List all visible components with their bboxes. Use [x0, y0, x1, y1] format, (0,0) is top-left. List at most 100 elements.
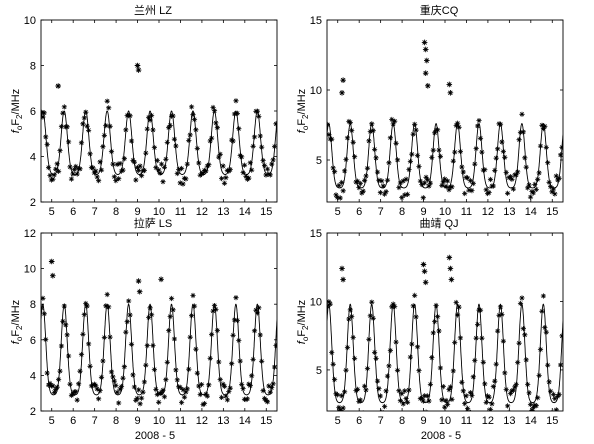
observed-point: [327, 301, 333, 307]
x-tick-label: 5: [335, 415, 341, 427]
observed-point: [509, 176, 515, 182]
observed-point: [57, 148, 63, 154]
observed-outlier: [425, 83, 431, 89]
y-tick-label: 15: [310, 228, 322, 240]
observed-point: [552, 191, 558, 197]
observed-point: [329, 349, 335, 356]
observed-point: [437, 365, 443, 371]
x-tick-label: 6: [356, 206, 362, 218]
observed-point: [136, 387, 142, 393]
observed-point: [90, 382, 96, 388]
observed-point: [357, 397, 363, 403]
observed-point: [500, 338, 506, 344]
observed-point: [440, 384, 446, 390]
observed-point: [134, 164, 140, 171]
observed-point: [558, 362, 563, 368]
observed-point: [197, 391, 203, 398]
observed-point: [456, 304, 462, 310]
x-tick-label: 6: [356, 415, 362, 427]
observed-point: [111, 378, 117, 384]
observed-point: [54, 384, 60, 390]
observed-point: [410, 303, 416, 309]
plot-area: [327, 39, 563, 201]
observed-point: [211, 303, 218, 309]
observed-point: [140, 389, 146, 395]
observed-point: [479, 335, 485, 341]
observed-point: [522, 332, 528, 338]
observed-point: [101, 334, 107, 340]
observed-point: [460, 388, 466, 394]
observed-point: [426, 183, 432, 189]
observed-point: [520, 326, 526, 332]
observed-point: [219, 394, 225, 400]
observed-point: [146, 314, 152, 321]
observed-outlier: [158, 276, 164, 283]
observed-point: [370, 128, 376, 134]
observed-point: [266, 171, 272, 177]
observed-point: [472, 161, 478, 167]
x-tick-label: 9: [134, 415, 140, 427]
observed-outlier: [446, 254, 453, 261]
observed-point: [83, 109, 89, 115]
observed-point: [343, 367, 349, 373]
observed-point: [84, 123, 90, 129]
observed-point: [127, 113, 133, 119]
observed-point: [540, 293, 546, 299]
y-tick-label: 10: [24, 15, 36, 27]
observed-point: [496, 312, 502, 318]
observed-point: [230, 138, 236, 144]
observed-point: [64, 332, 70, 338]
observed-point: [475, 123, 481, 129]
observed-point: [469, 188, 475, 194]
observed-point: [250, 143, 256, 149]
observed-point: [164, 359, 170, 365]
y-axis-label: foF2/MHz: [296, 300, 310, 344]
observed-outlier: [135, 278, 142, 284]
observed-point: [497, 121, 504, 127]
observed-point: [103, 123, 109, 129]
observed-point: [240, 170, 246, 176]
observed-point: [327, 121, 330, 128]
observed-point: [356, 185, 362, 191]
observed-point: [193, 127, 199, 133]
observed-point: [520, 129, 526, 135]
observed-outlier: [136, 288, 143, 295]
observed-point: [110, 161, 116, 167]
observed-point: [113, 178, 119, 184]
observed-point: [61, 104, 67, 110]
observed-point: [486, 394, 492, 400]
observed-point: [118, 383, 125, 390]
observed-point: [406, 166, 412, 173]
observed-point: [510, 186, 516, 192]
observed-point: [164, 139, 170, 145]
observed-point: [412, 292, 418, 298]
observed-point: [543, 144, 549, 150]
observed-point: [435, 127, 441, 133]
observed-point: [543, 329, 549, 335]
observed-point: [470, 374, 476, 380]
observed-point: [104, 291, 110, 298]
observed-point: [137, 401, 143, 407]
y-tick-label: 4: [30, 152, 36, 164]
observed-point: [442, 404, 448, 410]
observed-point: [469, 393, 475, 399]
observed-point: [470, 180, 476, 187]
observed-outlier: [421, 268, 428, 275]
observed-point: [123, 127, 129, 133]
observed-point: [386, 160, 392, 166]
observed-point: [487, 176, 494, 183]
observed-point: [220, 163, 226, 169]
observed-point: [84, 303, 90, 309]
observed-point: [500, 148, 506, 155]
observed-point: [191, 116, 198, 123]
observed-point: [174, 170, 180, 177]
observed-point: [516, 340, 522, 346]
observed-outlier: [421, 39, 428, 46]
observed-point: [349, 128, 355, 134]
observed-point: [87, 363, 93, 369]
observed-point: [98, 167, 105, 173]
observed-point: [209, 135, 215, 141]
observed-point: [177, 384, 183, 390]
observed-point: [184, 386, 190, 392]
observed-point: [503, 169, 509, 176]
